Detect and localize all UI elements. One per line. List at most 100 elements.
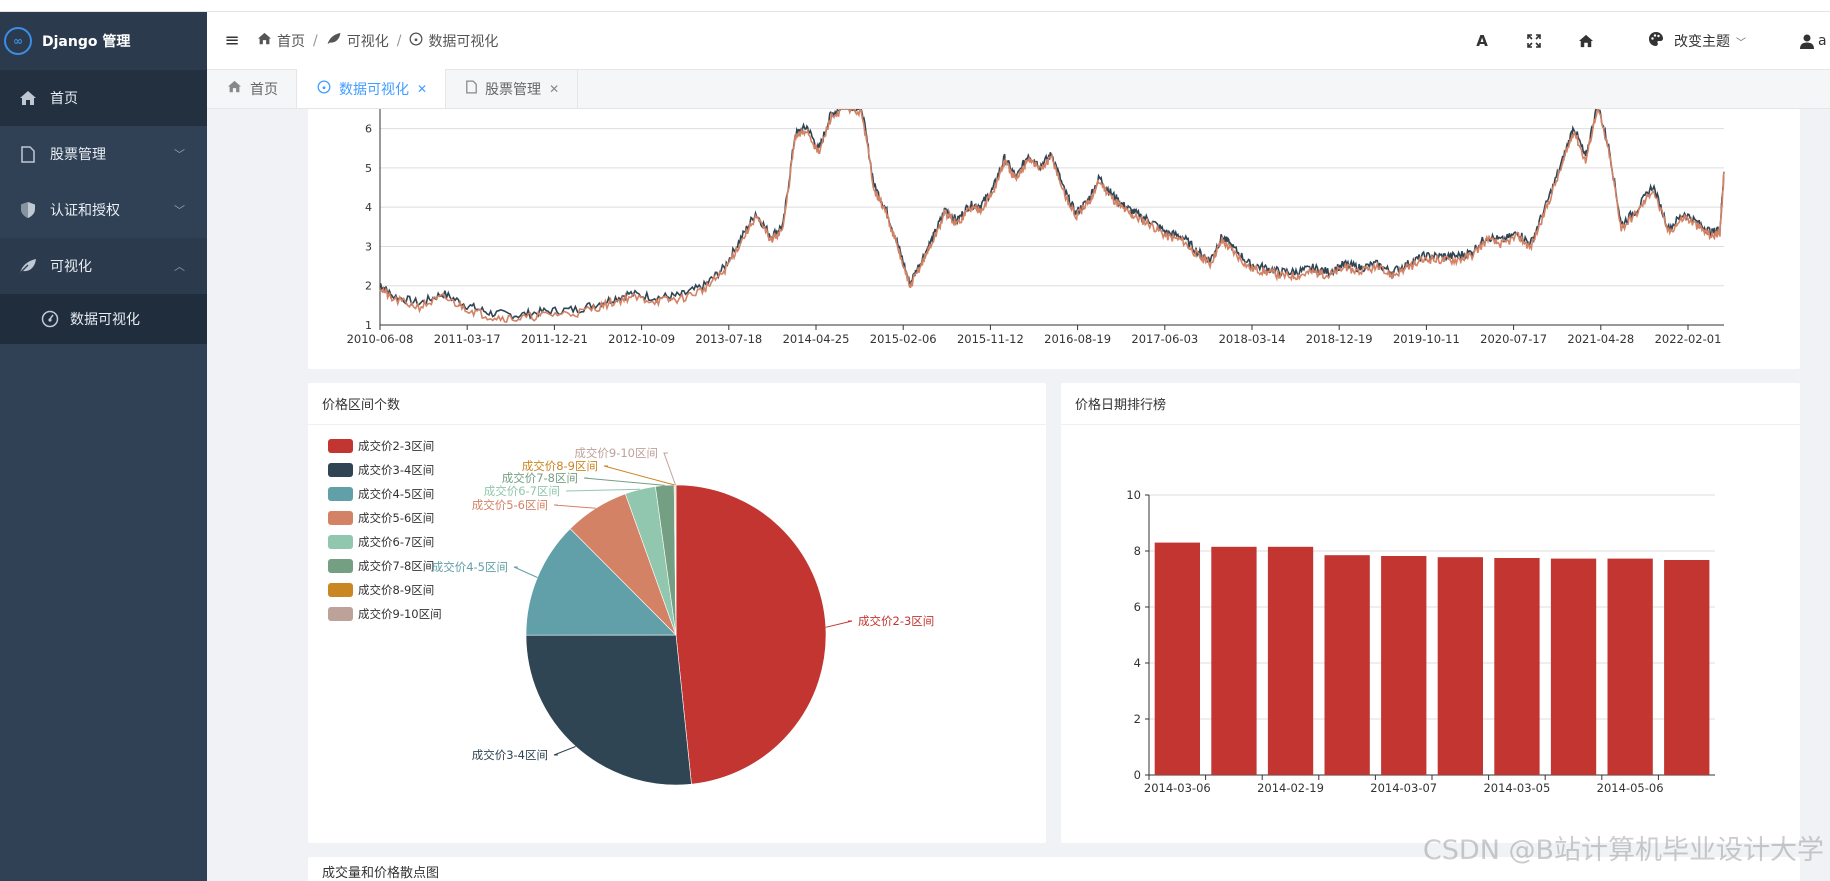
pie-leader-line: [663, 452, 676, 486]
y-tick-label: 10: [1126, 488, 1141, 502]
pie-slice[interactable]: [525, 528, 677, 636]
tab-home[interactable]: 首页: [207, 69, 297, 108]
sidebar-item-home[interactable]: 首页: [0, 70, 207, 126]
pie-slice-label: 成交价3-4区间: [472, 748, 548, 762]
legend-swatch[interactable]: [328, 583, 353, 597]
y-tick-label: 4: [1134, 656, 1141, 670]
dashboard-icon: [317, 80, 331, 98]
legend-swatch[interactable]: [328, 487, 353, 501]
legend-label[interactable]: 成交价8-9区间: [358, 583, 434, 597]
pie-slice-label: 成交价2-3区间: [858, 614, 934, 628]
sidebar: ∞ Django 管理 首页 股票管理 ﹀ 认证和授权 ﹀ 可视化 ︿: [0, 12, 207, 881]
shield-icon: [18, 200, 38, 220]
y-tick-label: 2: [1134, 712, 1141, 726]
close-icon[interactable]: ✕: [417, 81, 428, 96]
legend-label[interactable]: 成交价3-4区间: [358, 463, 434, 477]
bar[interactable]: [1494, 558, 1540, 775]
price-high-series-line: [379, 107, 1725, 321]
chevron-up-icon: ︿: [174, 260, 185, 273]
sidebar-item-auth[interactable]: 认证和授权 ﹀: [0, 182, 207, 238]
legend-label[interactable]: 成交价5-6区间: [358, 511, 434, 525]
bar[interactable]: [1211, 546, 1257, 775]
home-icon[interactable]: [1560, 34, 1612, 48]
file-icon: [18, 144, 38, 164]
dashboard-icon: [40, 309, 60, 329]
pie-slice[interactable]: [525, 634, 692, 786]
brand[interactable]: ∞ Django 管理: [0, 12, 207, 70]
pie-chart-card: 价格区间个数 成交价2-3区间 成交价3-4区间 成交价4-5区间 成交价5-6区间成…: [308, 383, 1046, 843]
theme-label: 改变主题: [1674, 34, 1730, 50]
tab-stock-management[interactable]: 股票管理 ✕: [446, 69, 579, 108]
legend-swatch[interactable]: [328, 511, 353, 525]
x-tick-label: 2015-11-12: [957, 332, 1024, 346]
breadcrumb-separator: /: [313, 32, 318, 49]
y-tick-label: 6: [365, 123, 372, 136]
home-icon: [257, 32, 272, 49]
user-menu[interactable]: a: [1800, 33, 1830, 49]
x-tick-label: 2021-04-28: [1567, 332, 1634, 346]
legend-swatch[interactable]: [328, 439, 353, 453]
x-tick-label: 2014-02-19: [1257, 781, 1324, 795]
x-tick-label: 2013-07-18: [695, 332, 762, 346]
pie-slice-label: 成交价9-10区间: [574, 446, 658, 460]
sidebar-subitem-label: 数据可视化: [70, 312, 140, 328]
y-tick-label: 0: [1134, 768, 1141, 782]
pie-slice[interactable]: [675, 484, 827, 785]
breadcrumb-home[interactable]: 首页: [257, 31, 305, 51]
legend-swatch[interactable]: [328, 463, 353, 477]
legend-label[interactable]: 成交价9-10区间: [358, 607, 442, 621]
y-tick-label: 6: [1134, 600, 1141, 614]
font-size-button[interactable]: A: [1476, 32, 1488, 50]
sidebar-item-data-visualization[interactable]: 数据可视化: [0, 294, 207, 344]
legend-swatch[interactable]: [328, 559, 353, 573]
legend-label[interactable]: 成交价4-5区间: [358, 487, 434, 501]
scatter-card-title: 成交量和价格散点图: [322, 866, 440, 881]
bar[interactable]: [1664, 560, 1710, 775]
pie-slice-label: 成交价4-5区间: [432, 560, 508, 574]
palette-icon: [1648, 31, 1664, 51]
bar[interactable]: [1381, 556, 1427, 775]
header: ≡ 首页 / 可视化 / 数据可视化 A 改变主题 ﹀: [207, 12, 1830, 70]
y-tick-label: 3: [365, 240, 372, 253]
x-tick-label: 2020-07-17: [1480, 332, 1547, 346]
menu-toggle-icon[interactable]: ≡: [224, 30, 240, 51]
close-icon[interactable]: ✕: [549, 81, 560, 96]
x-tick-label: 2016-08-19: [1044, 332, 1111, 346]
bar[interactable]: [1550, 558, 1597, 775]
sidebar-item-stock[interactable]: 股票管理 ﹀: [0, 126, 207, 182]
pie-leader-line: [553, 504, 596, 509]
legend-label[interactable]: 成交价6-7区间: [358, 535, 434, 549]
scatter-chart-card: 成交量和价格散点图: [308, 857, 1800, 881]
theme-dropdown[interactable]: 改变主题 ﹀: [1648, 31, 1746, 51]
x-tick-label: 2017-06-03: [1131, 332, 1198, 346]
bar[interactable]: [1437, 557, 1483, 775]
x-tick-label: 2014-03-07: [1370, 781, 1437, 795]
tab-data-visualization[interactable]: 数据可视化 ✕: [297, 69, 447, 108]
django-logo-icon: ∞: [4, 27, 32, 55]
home-icon: [227, 80, 242, 97]
x-tick-label: 2011-12-21: [521, 332, 588, 346]
x-tick-label: 2012-10-09: [608, 332, 675, 346]
bar[interactable]: [1607, 558, 1653, 775]
legend-swatch[interactable]: [328, 535, 353, 549]
bar[interactable]: [1267, 546, 1314, 775]
fullscreen-icon[interactable]: [1508, 34, 1560, 48]
y-tick-label: 1: [365, 319, 372, 332]
leaf-icon: [326, 32, 342, 49]
bar[interactable]: [1324, 555, 1370, 775]
pie-leader-line: [565, 488, 641, 492]
sidebar-item-label: 股票管理: [50, 147, 106, 163]
legend-label[interactable]: 成交价2-3区间: [358, 439, 434, 453]
x-tick-label: 2019-10-11: [1393, 332, 1460, 346]
sidebar-item-visualization[interactable]: 可视化 ︿: [0, 238, 207, 294]
legend-label[interactable]: 成交价7-8区间: [358, 559, 434, 573]
leaf-icon: [18, 256, 38, 276]
pie-leader-line: [825, 620, 853, 628]
browser-top-strip: [0, 0, 1830, 12]
price-date-ranking-bar-chart: 0 2 4 6 8 10 2014-03-06 2014-02-19 2014-03-07 201…: [1126, 488, 1715, 795]
bar[interactable]: [1154, 542, 1200, 775]
chevron-down-icon: ﹀: [174, 148, 185, 161]
breadcrumb-visualization[interactable]: 可视化: [326, 31, 389, 51]
legend-swatch[interactable]: [328, 607, 353, 621]
pie-slice-label: 成交价5-6区间: [472, 498, 548, 512]
